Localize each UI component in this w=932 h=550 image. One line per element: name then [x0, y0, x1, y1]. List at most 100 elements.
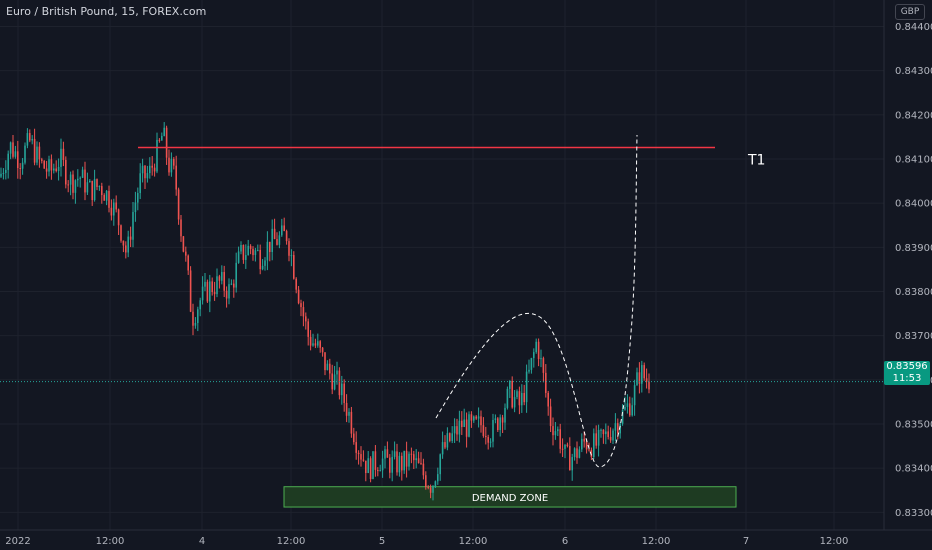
candle-up	[204, 281, 206, 287]
candle-up	[146, 173, 149, 179]
candle-down	[595, 433, 597, 446]
candle-down	[45, 168, 48, 172]
candle-down	[153, 167, 156, 172]
candle-up	[473, 416, 475, 421]
candle-up	[235, 262, 237, 288]
candle-down	[497, 418, 499, 430]
candle-up	[77, 178, 79, 181]
candle-down	[249, 245, 252, 249]
candle-up	[201, 286, 204, 301]
candle-up	[290, 255, 293, 257]
candle-up	[86, 182, 89, 193]
candle-down	[67, 184, 69, 186]
candle-down	[297, 289, 300, 304]
candle-down	[585, 441, 588, 450]
candle-down	[353, 433, 355, 443]
candle-down	[295, 278, 297, 290]
candle-down	[617, 423, 619, 434]
candle-up	[132, 212, 134, 240]
x-tick-label: 6	[562, 536, 568, 547]
candle-down	[355, 442, 357, 453]
candle-up	[509, 381, 511, 389]
candle-down	[537, 341, 540, 360]
candle-down	[369, 458, 372, 480]
candle-up	[237, 251, 240, 263]
candle-up	[14, 151, 17, 157]
candle-down	[288, 241, 290, 256]
candle-down	[55, 168, 57, 172]
candle-down	[465, 419, 468, 437]
currency-badge[interactable]: GBP	[895, 4, 925, 20]
candle-up	[593, 433, 595, 458]
candle-up	[540, 358, 542, 360]
demand-zone-rect[interactable]	[283, 486, 737, 508]
candle-down	[470, 414, 473, 421]
candle-up	[127, 236, 129, 253]
candle-down	[511, 381, 513, 408]
candle-down	[362, 459, 365, 461]
projection-dashed-path[interactable]	[435, 134, 638, 468]
candle-up	[221, 272, 223, 281]
candle-down	[444, 442, 446, 448]
candle-down	[84, 169, 86, 193]
candle-down	[110, 207, 113, 216]
candle-up	[533, 352, 535, 359]
candle-up	[434, 481, 437, 487]
current-price-badge: 0.83596 11:53	[884, 361, 930, 385]
candle-down	[487, 437, 489, 443]
candle-up	[437, 474, 439, 482]
candle-down	[17, 151, 19, 169]
x-axis[interactable]: 2022 12:00 4 12:00 5 12:00 6 12:00 7 12:00	[5, 536, 848, 547]
candle-down	[285, 231, 288, 242]
candle-down	[609, 436, 612, 441]
candle-up	[641, 365, 643, 384]
current-price-value: 0.83596	[886, 361, 928, 372]
candle-up	[528, 369, 530, 372]
candle-up	[393, 451, 396, 457]
candle-up	[619, 423, 621, 434]
candle-down	[410, 453, 413, 455]
candle-up	[573, 448, 576, 458]
candle-up	[5, 169, 7, 173]
candle-up	[571, 457, 573, 471]
candle-down	[461, 420, 463, 428]
candle-down	[401, 455, 403, 471]
candle-up	[247, 245, 249, 256]
candles	[0, 122, 650, 501]
x-tick-label: 2022	[5, 536, 30, 547]
candle-up	[31, 138, 33, 141]
candle-down	[213, 292, 216, 295]
candle-down	[168, 157, 170, 173]
candle-down	[211, 281, 213, 293]
candle-up	[521, 392, 523, 406]
candle-down	[480, 416, 482, 426]
candle-down	[645, 378, 648, 382]
candle-down	[420, 463, 422, 465]
candle-up	[336, 370, 338, 375]
candle-up	[57, 166, 60, 172]
candle-up	[499, 417, 501, 430]
candle-down	[192, 311, 194, 326]
candle-up	[492, 419, 494, 442]
candle-up	[89, 180, 91, 183]
candle-down	[218, 276, 221, 281]
candle-down	[559, 429, 561, 449]
candle-up	[333, 374, 336, 390]
candle-down	[547, 392, 549, 407]
candle-down	[360, 454, 362, 460]
demand-zone: DEMAND ZONE	[283, 486, 737, 508]
candle-up	[621, 409, 624, 424]
candle-down	[115, 202, 117, 210]
candle-up	[489, 441, 492, 443]
candle-down	[120, 225, 122, 241]
candle-down	[177, 189, 180, 220]
candle-down	[350, 411, 353, 434]
